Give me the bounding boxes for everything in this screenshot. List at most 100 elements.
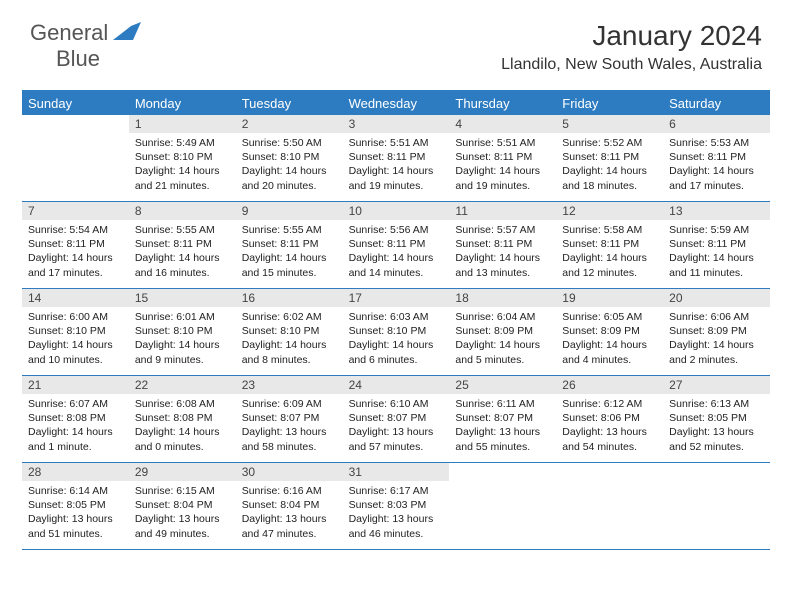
daylight-text: Daylight: 14 hours and 19 minutes. bbox=[455, 164, 550, 192]
day-cell: 9Sunrise: 5:55 AMSunset: 8:11 PMDaylight… bbox=[236, 202, 343, 288]
day-details: Sunrise: 6:14 AMSunset: 8:05 PMDaylight:… bbox=[22, 481, 129, 545]
day-cell: 4Sunrise: 5:51 AMSunset: 8:11 PMDaylight… bbox=[449, 115, 556, 201]
sunset-text: Sunset: 8:05 PM bbox=[28, 498, 123, 512]
sunset-text: Sunset: 8:08 PM bbox=[135, 411, 230, 425]
day-cell bbox=[22, 115, 129, 201]
daylight-text: Daylight: 14 hours and 16 minutes. bbox=[135, 251, 230, 279]
day-header-sat: Saturday bbox=[663, 92, 770, 115]
sunrise-text: Sunrise: 6:03 AM bbox=[349, 310, 444, 324]
day-number: 30 bbox=[236, 463, 343, 481]
day-cell: 3Sunrise: 5:51 AMSunset: 8:11 PMDaylight… bbox=[343, 115, 450, 201]
day-cell bbox=[556, 463, 663, 549]
day-cell: 12Sunrise: 5:58 AMSunset: 8:11 PMDayligh… bbox=[556, 202, 663, 288]
day-number: 14 bbox=[22, 289, 129, 307]
day-number: 20 bbox=[663, 289, 770, 307]
daylight-text: Daylight: 14 hours and 1 minute. bbox=[28, 425, 123, 453]
week-row: 21Sunrise: 6:07 AMSunset: 8:08 PMDayligh… bbox=[22, 376, 770, 463]
sunset-text: Sunset: 8:11 PM bbox=[562, 237, 657, 251]
day-cell: 27Sunrise: 6:13 AMSunset: 8:05 PMDayligh… bbox=[663, 376, 770, 462]
sunset-text: Sunset: 8:04 PM bbox=[242, 498, 337, 512]
day-number: 3 bbox=[343, 115, 450, 133]
daylight-text: Daylight: 13 hours and 55 minutes. bbox=[455, 425, 550, 453]
day-details: Sunrise: 6:04 AMSunset: 8:09 PMDaylight:… bbox=[449, 307, 556, 371]
sunset-text: Sunset: 8:08 PM bbox=[28, 411, 123, 425]
day-cell: 16Sunrise: 6:02 AMSunset: 8:10 PMDayligh… bbox=[236, 289, 343, 375]
sunrise-text: Sunrise: 5:57 AM bbox=[455, 223, 550, 237]
day-details: Sunrise: 5:58 AMSunset: 8:11 PMDaylight:… bbox=[556, 220, 663, 284]
week-row: 14 Sunrise: 6:00 AM Sunset: 8:10 PM Dayligh… bbox=[22, 289, 770, 376]
daylight-text: Daylight: 14 hours and 17 minutes. bbox=[28, 251, 123, 279]
sunset-text: Sunset: 8:10 PM bbox=[349, 324, 444, 338]
day-details: Sunrise: 6:16 AMSunset: 8:04 PMDaylight:… bbox=[236, 481, 343, 545]
title-block: January 2024 Llandilo, New South Wales, … bbox=[501, 20, 762, 74]
day-details: Sunrise: 6:12 AMSunset: 8:06 PMDaylight:… bbox=[556, 394, 663, 458]
day-cell: 5Sunrise: 5:52 AMSunset: 8:11 PMDaylight… bbox=[556, 115, 663, 201]
day-details: Sunrise: 6:10 AMSunset: 8:07 PMDaylight:… bbox=[343, 394, 450, 458]
logo-word2: Blue bbox=[56, 46, 100, 71]
day-header-row: Sunday Monday Tuesday Wednesday Thursday… bbox=[22, 92, 770, 115]
sunset-text: Sunset: 8:11 PM bbox=[669, 237, 764, 251]
day-number: 7 bbox=[22, 202, 129, 220]
day-cell: 24Sunrise: 6:10 AMSunset: 8:07 PMDayligh… bbox=[343, 376, 450, 462]
daylight-text: Daylight: 13 hours and 57 minutes. bbox=[349, 425, 444, 453]
day-cell: 25Sunrise: 6:11 AMSunset: 8:07 PMDayligh… bbox=[449, 376, 556, 462]
sunset-text: Sunset: 8:09 PM bbox=[562, 324, 657, 338]
daylight-text: Daylight: 13 hours and 46 minutes. bbox=[349, 512, 444, 540]
day-cell: 22Sunrise: 6:08 AMSunset: 8:08 PMDayligh… bbox=[129, 376, 236, 462]
day-details: Sunrise: 6:13 AMSunset: 8:05 PMDaylight:… bbox=[663, 394, 770, 458]
day-details: Sunrise: 6:08 AMSunset: 8:08 PMDaylight:… bbox=[129, 394, 236, 458]
page-header: General Blue January 2024 Llandilo, New … bbox=[0, 0, 792, 82]
week-row: 1Sunrise: 5:49 AMSunset: 8:10 PMDaylight… bbox=[22, 115, 770, 202]
daylight-text: Daylight: 13 hours and 54 minutes. bbox=[562, 425, 657, 453]
daylight-text: Daylight: 14 hours and 2 minutes. bbox=[669, 338, 764, 366]
sunrise-text: Sunrise: 6:15 AM bbox=[135, 484, 230, 498]
day-cell: 28Sunrise: 6:14 AMSunset: 8:05 PMDayligh… bbox=[22, 463, 129, 549]
sunrise-text: Sunrise: 5:54 AM bbox=[28, 223, 123, 237]
sunset-text: Sunset: 8:11 PM bbox=[669, 150, 764, 164]
daylight-text: Daylight: 14 hours and 20 minutes. bbox=[242, 164, 337, 192]
sunrise-text: Sunrise: 5:56 AM bbox=[349, 223, 444, 237]
day-details: Sunrise: 6:07 AMSunset: 8:08 PMDaylight:… bbox=[22, 394, 129, 458]
sunset-text: Sunset: 8:09 PM bbox=[669, 324, 764, 338]
day-details: Sunrise: 5:53 AMSunset: 8:11 PMDaylight:… bbox=[663, 133, 770, 197]
sunset-text: Sunset: 8:07 PM bbox=[349, 411, 444, 425]
day-number: 11 bbox=[449, 202, 556, 220]
day-number: 21 bbox=[22, 376, 129, 394]
week-row: 28Sunrise: 6:14 AMSunset: 8:05 PMDayligh… bbox=[22, 463, 770, 550]
day-details: Sunrise: 5:49 AMSunset: 8:10 PMDaylight:… bbox=[129, 133, 236, 197]
daylight-text: Daylight: 13 hours and 47 minutes. bbox=[242, 512, 337, 540]
day-details: Sunrise: 5:56 AMSunset: 8:11 PMDaylight:… bbox=[343, 220, 450, 284]
sunrise-text: Sunrise: 6:16 AM bbox=[242, 484, 337, 498]
sunrise-text: Sunrise: 6:04 AM bbox=[455, 310, 550, 324]
sunrise-text: Sunrise: 6:00 AM bbox=[28, 310, 123, 324]
daylight-text: Daylight: 14 hours and 18 minutes. bbox=[562, 164, 657, 192]
sunrise-text: Sunrise: 6:10 AM bbox=[349, 397, 444, 411]
location-text: Llandilo, New South Wales, Australia bbox=[501, 56, 762, 74]
sunrise-text: Sunrise: 5:55 AM bbox=[242, 223, 337, 237]
daylight-text: Daylight: 14 hours and 8 minutes. bbox=[242, 338, 337, 366]
sunrise-text: Sunrise: 6:08 AM bbox=[135, 397, 230, 411]
day-details: Sunrise: 5:55 AMSunset: 8:11 PMDaylight:… bbox=[236, 220, 343, 284]
day-header-fri: Friday bbox=[556, 92, 663, 115]
sunrise-text: Sunrise: 6:12 AM bbox=[562, 397, 657, 411]
day-header-tue: Tuesday bbox=[236, 92, 343, 115]
day-cell: 15Sunrise: 6:01 AMSunset: 8:10 PMDayligh… bbox=[129, 289, 236, 375]
daylight-text: Daylight: 14 hours and 10 minutes. bbox=[28, 338, 123, 366]
day-header-wed: Wednesday bbox=[343, 92, 450, 115]
sunrise-text: Sunrise: 6:01 AM bbox=[135, 310, 230, 324]
day-cell: 26Sunrise: 6:12 AMSunset: 8:06 PMDayligh… bbox=[556, 376, 663, 462]
day-details: Sunrise: 5:54 AMSunset: 8:11 PMDaylight:… bbox=[22, 220, 129, 284]
sunrise-text: Sunrise: 5:52 AM bbox=[562, 136, 657, 150]
day-cell bbox=[449, 463, 556, 549]
sunset-text: Sunset: 8:11 PM bbox=[455, 150, 550, 164]
day-details: Sunrise: 6:01 AMSunset: 8:10 PMDaylight:… bbox=[129, 307, 236, 371]
day-cell: 29Sunrise: 6:15 AMSunset: 8:04 PMDayligh… bbox=[129, 463, 236, 549]
daylight-text: Daylight: 13 hours and 49 minutes. bbox=[135, 512, 230, 540]
sunset-text: Sunset: 8:03 PM bbox=[349, 498, 444, 512]
sunrise-text: Sunrise: 5:53 AM bbox=[669, 136, 764, 150]
sunset-text: Sunset: 8:06 PM bbox=[562, 411, 657, 425]
sunset-text: Sunset: 8:11 PM bbox=[455, 237, 550, 251]
sunset-text: Sunset: 8:09 PM bbox=[455, 324, 550, 338]
day-details: Sunrise: 5:55 AMSunset: 8:11 PMDaylight:… bbox=[129, 220, 236, 284]
sunset-text: Sunset: 8:11 PM bbox=[135, 237, 230, 251]
